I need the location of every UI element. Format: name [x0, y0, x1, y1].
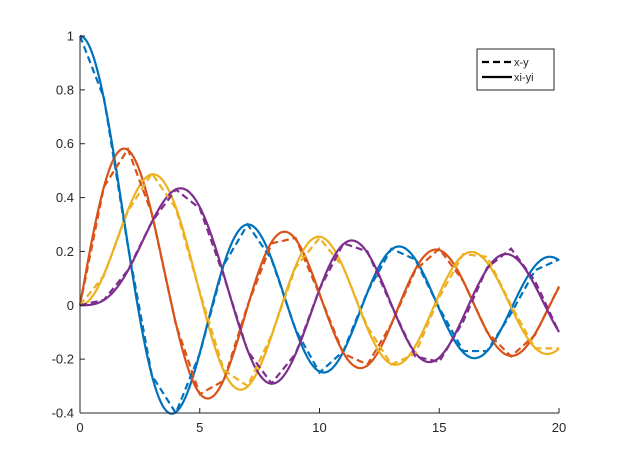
- x-tick-label: 20: [552, 420, 566, 435]
- y-tick-label: 0.2: [56, 244, 74, 259]
- y-tick-label: 0: [67, 298, 74, 313]
- y-tick-label: -0.2: [52, 352, 74, 367]
- axes-layer: 0 5 10 15 20 -0.4 -0.2 0 0.2 0.4 0.6 0.8 1: [52, 29, 567, 436]
- y-tick-label: 1: [67, 29, 74, 44]
- legend-label-xi-yi: xi-yi: [514, 72, 534, 84]
- dashed-series-2: [79, 171, 559, 388]
- series-layer: [78, 34, 560, 416]
- legend-label-x-y: x-y: [514, 57, 529, 69]
- x-tick-label: 10: [312, 420, 326, 435]
- solid-series-1: [78, 147, 560, 400]
- y-tick-label: 0.6: [56, 136, 74, 151]
- x-tick-label: 0: [76, 420, 83, 435]
- solid-series-2: [79, 173, 560, 391]
- dashed-series-3: [79, 187, 560, 386]
- dashed-series-0: [78, 35, 560, 416]
- y-tick-label: 0.8: [56, 82, 74, 97]
- y-tick-label: -0.4: [52, 406, 74, 421]
- legend: x-y xi-yi: [476, 48, 555, 91]
- y-tick-label: 0.4: [56, 190, 74, 205]
- legend-box: [476, 48, 555, 91]
- x-tick-label: 15: [432, 420, 446, 435]
- x-tick-label: 5: [196, 420, 203, 435]
